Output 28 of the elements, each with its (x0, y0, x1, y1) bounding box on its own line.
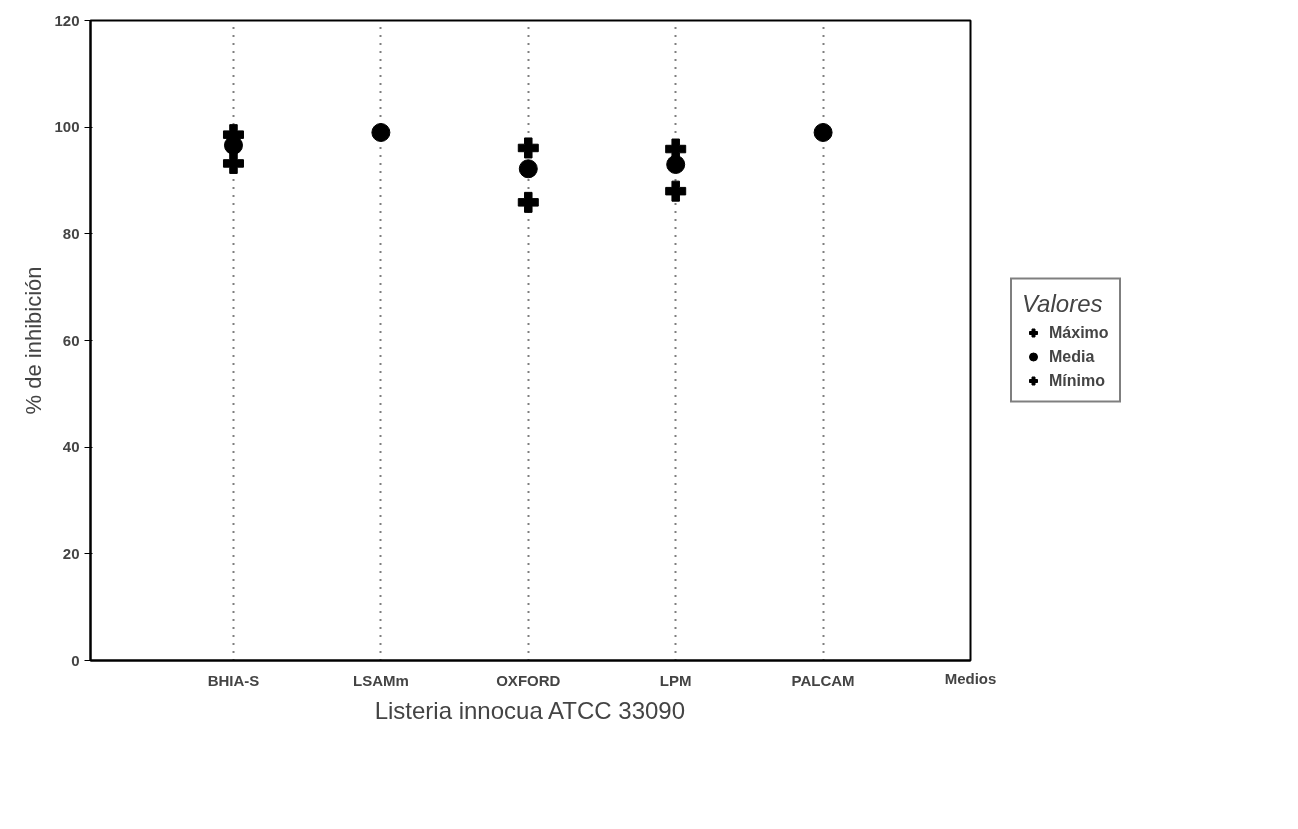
y-tick-label: 120 (54, 11, 80, 29)
y-axis-title: % de inhibición (21, 266, 47, 415)
y-tick-label: 0 (71, 651, 80, 669)
y-tick-label: 80 (62, 224, 80, 242)
point (518, 159, 538, 179)
legend-title: Valores (1022, 289, 1104, 318)
y-tick-label: 20 (62, 544, 80, 562)
point (665, 180, 687, 202)
point (517, 191, 539, 213)
x-tick-label: LSAMm (352, 671, 409, 689)
y-tick-label: 60 (62, 331, 80, 349)
x-tick-label: OXFORD (496, 671, 561, 689)
point (666, 155, 686, 174)
legend-label: Máximo (1049, 323, 1109, 342)
x-tick-label: LPM (659, 671, 692, 689)
point (222, 152, 244, 174)
text: Listeria innocua ATCC 33090 (374, 696, 686, 724)
legend-label: Media (1049, 347, 1095, 366)
x-axis-title: Medios (944, 669, 997, 687)
y-tick-label: 100 (54, 118, 80, 136)
x-tick-label: PALCAM (791, 671, 855, 689)
point (517, 137, 539, 159)
point (223, 135, 243, 155)
legend-label: Mínimo (1049, 371, 1105, 390)
point (371, 123, 391, 142)
x-tick-label: BHIA-S (207, 671, 260, 689)
y-tick-label: 40 (62, 438, 80, 456)
point (813, 123, 833, 142)
